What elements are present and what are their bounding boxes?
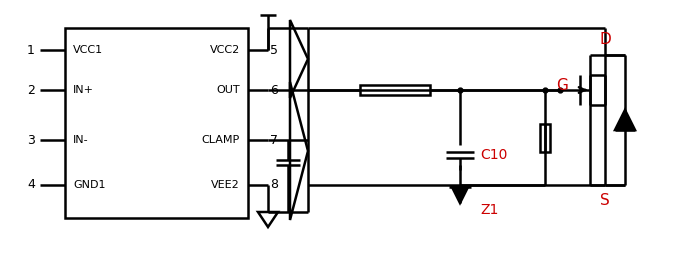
Text: C10: C10	[480, 148, 507, 162]
Text: S: S	[600, 193, 610, 208]
Text: VCC1: VCC1	[73, 45, 103, 55]
Bar	[65, 28, 248, 218]
Text: 6: 6	[270, 84, 278, 96]
Polygon shape	[452, 187, 468, 203]
Bar	[540, 124, 550, 151]
Text: VEE2: VEE2	[211, 180, 240, 190]
Text: Z1: Z1	[480, 203, 498, 217]
Text: 1: 1	[27, 44, 35, 57]
Text: 3: 3	[27, 134, 35, 147]
Text: 5: 5	[270, 44, 278, 57]
Text: IN+: IN+	[73, 85, 94, 95]
Bar	[360, 85, 430, 95]
Text: GND1: GND1	[73, 180, 105, 190]
Text: OUT: OUT	[216, 85, 240, 95]
Text: G: G	[556, 77, 568, 92]
Text: 2: 2	[27, 84, 35, 96]
Text: VCC2: VCC2	[210, 45, 240, 55]
Text: CLAMP: CLAMP	[201, 135, 240, 145]
Polygon shape	[615, 110, 635, 130]
Text: 7: 7	[270, 134, 278, 147]
Text: IN-: IN-	[73, 135, 89, 145]
Text: D: D	[599, 32, 611, 47]
Text: 4: 4	[27, 179, 35, 191]
Text: 8: 8	[270, 179, 278, 191]
